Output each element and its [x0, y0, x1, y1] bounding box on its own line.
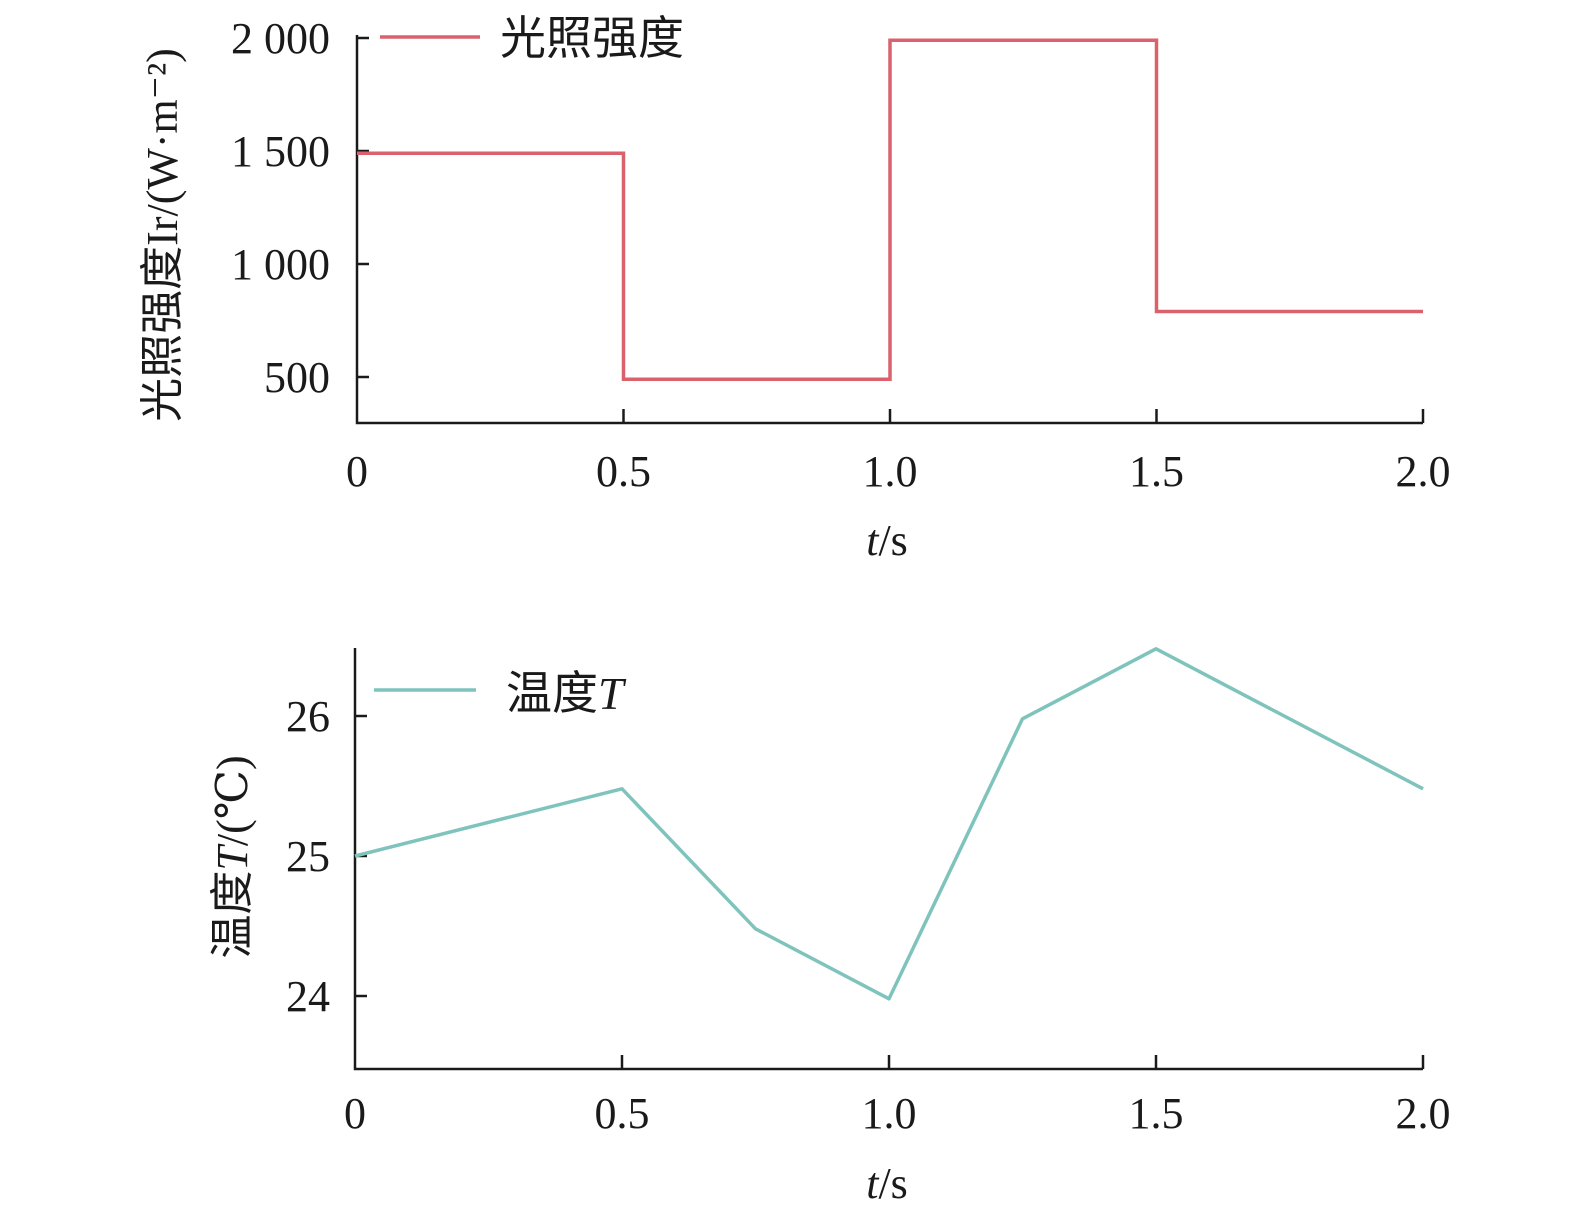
- irradiance-x-axis-unit: /s: [878, 516, 907, 565]
- irradiance-legend: 光照强度: [380, 13, 684, 64]
- temperature-axes: [353, 648, 1423, 1071]
- x-tick-label: 1.5: [1129, 447, 1184, 496]
- temperature-x-axis-unit: /s: [878, 1159, 907, 1208]
- irradiance-x-axis-var: t: [866, 516, 880, 565]
- x-tick-label: 2.0: [1396, 447, 1451, 496]
- y-tick-label: 26: [286, 692, 330, 741]
- y-tick-label: 25: [286, 832, 330, 881]
- x-tick-label: 2.0: [1396, 1089, 1451, 1138]
- temperature-y-axis-title: 温度T/(℃): [208, 755, 257, 958]
- y-tick-label: 24: [286, 972, 330, 1021]
- irradiance-legend-label: 光照强度: [500, 13, 684, 64]
- y-tick-label: 1 500: [231, 127, 330, 176]
- irradiance-series-line: [357, 38, 1423, 382]
- temperature-y-axis-text: 温度: [208, 871, 257, 959]
- x-tick-label: 0.5: [596, 447, 651, 496]
- irradiance-axes: [355, 35, 1423, 425]
- irradiance-y-ticks: 500 1 000 1 500 2 000: [231, 14, 369, 402]
- irradiance-x-axis-title: t/s: [866, 516, 908, 565]
- y-tick-label: 1 000: [231, 240, 330, 289]
- x-tick-label: 0: [346, 447, 368, 496]
- x-tick-label: 0: [344, 1089, 366, 1138]
- y-tick-label: 2 000: [231, 14, 330, 63]
- temperature-y-axis-unit: /(℃): [208, 755, 257, 846]
- irradiance-chart: 500 1 000 1 500 2 000 0 0.5 1.0 1.5 2.0 光照强度 光照…: [138, 13, 1451, 565]
- temperature-x-axis-var: t: [866, 1159, 880, 1208]
- temperature-legend-label: 温度T: [506, 668, 627, 719]
- temperature-series-line: [354, 647, 1424, 1001]
- x-tick-label: 1.5: [1129, 1089, 1184, 1138]
- temperature-x-axis-title: t/s: [866, 1159, 908, 1208]
- irradiance-x-ticks: 0 0.5 1.0 1.5 2.0: [346, 409, 1451, 496]
- x-tick-label: 1.0: [863, 447, 918, 496]
- temperature-y-ticks: 24 25 26: [286, 692, 367, 1021]
- x-tick-label: 0.5: [595, 1089, 650, 1138]
- temperature-x-ticks: 0 0.5 1.0 1.5 2.0: [344, 1055, 1451, 1138]
- temperature-y-axis-var: T: [208, 843, 257, 871]
- temperature-legend-var: T: [598, 668, 627, 719]
- temperature-legend-text: 温度: [506, 668, 598, 719]
- x-tick-label: 1.0: [862, 1089, 917, 1138]
- y-tick-label: 500: [264, 353, 330, 402]
- temperature-legend: 温度T: [374, 668, 627, 719]
- irradiance-y-axis-title: 光照强度Ir/(W·m⁻²): [138, 48, 187, 422]
